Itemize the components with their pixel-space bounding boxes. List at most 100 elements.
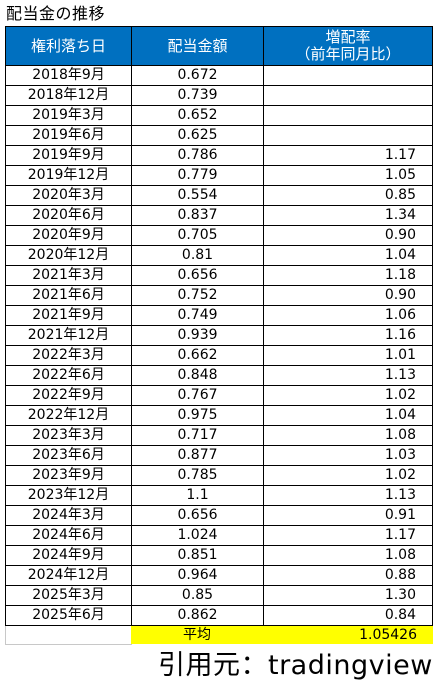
table-row: 2023年9月 0.785 1.02 — [5, 465, 433, 486]
average-row: 平均 1.05426 — [131, 626, 433, 644]
table-row: 2021年3月 0.656 1.18 — [5, 265, 433, 286]
date-cell: 2024年3月 — [5, 505, 132, 526]
date-cell: 2025年3月 — [5, 585, 132, 606]
date-cell: 2020年12月 — [5, 245, 132, 266]
rate-cell: 1.01 — [263, 345, 433, 366]
table-row: 2020年3月 0.554 0.85 — [5, 185, 433, 206]
rate-cell: 1.17 — [263, 525, 433, 546]
table-row: 2020年6月 0.837 1.34 — [5, 205, 433, 226]
amount-cell: 0.662 — [131, 345, 264, 366]
amount-cell: 0.625 — [131, 125, 264, 146]
date-cell: 2022年12月 — [5, 405, 132, 426]
rate-cell: 0.90 — [263, 225, 433, 246]
header-ex-dividend-date: 権利落ち日 — [5, 26, 132, 66]
table-row: 2020年9月 0.705 0.90 — [5, 225, 433, 246]
amount-cell: 0.964 — [131, 565, 264, 586]
table-row: 2021年9月 0.749 1.06 — [5, 305, 433, 326]
table-row: 2021年12月 0.939 1.16 — [5, 325, 433, 346]
rate-cell: 1.02 — [263, 465, 433, 486]
table-row: 2023年12月 1.1 1.13 — [5, 485, 433, 506]
table-row: 2025年6月 0.862 0.84 — [5, 605, 433, 626]
date-cell: 2019年12月 — [5, 165, 132, 186]
header-growth-rate-line1: 増配率 — [325, 28, 371, 46]
date-cell: 2023年3月 — [5, 425, 132, 446]
rate-cell — [263, 105, 433, 126]
table-row: 2019年6月 0.625 — [5, 125, 433, 146]
rate-cell: 1.13 — [263, 365, 433, 386]
amount-cell: 1.024 — [131, 525, 264, 546]
rate-cell: 1.05 — [263, 165, 433, 186]
table-row: 2024年6月 1.024 1.17 — [5, 525, 433, 546]
amount-cell: 0.656 — [131, 505, 264, 526]
amount-cell: 0.975 — [131, 405, 264, 426]
date-cell: 2020年3月 — [5, 185, 132, 206]
amount-cell: 0.652 — [131, 105, 264, 126]
date-cell: 2024年12月 — [5, 565, 132, 586]
date-cell: 2021年6月 — [5, 285, 132, 306]
date-cell: 2021年3月 — [5, 265, 132, 286]
amount-cell: 0.656 — [131, 265, 264, 286]
date-cell: 2023年12月 — [5, 485, 132, 506]
rate-cell: 1.03 — [263, 445, 433, 466]
table-row: 2019年9月 0.786 1.17 — [5, 145, 433, 166]
rate-cell: 1.02 — [263, 385, 433, 406]
amount-cell: 0.785 — [131, 465, 264, 486]
dividend-table: 権利落ち日 配当金額 増配率 （前年同月比） 2018年9月 0.672 2018年… — [5, 26, 433, 626]
date-cell: 2022年6月 — [5, 365, 132, 386]
rate-cell — [263, 65, 433, 86]
empty-cell — [5, 626, 132, 645]
amount-cell: 0.85 — [131, 585, 264, 606]
rate-cell: 0.85 — [263, 185, 433, 206]
amount-cell: 0.837 — [131, 205, 264, 226]
table-row: 2021年6月 0.752 0.90 — [5, 285, 433, 306]
table-row: 2019年3月 0.652 — [5, 105, 433, 126]
date-cell: 2020年6月 — [5, 205, 132, 226]
table-row: 2023年6月 0.877 1.03 — [5, 445, 433, 466]
table-row: 2025年3月 0.85 1.30 — [5, 585, 433, 606]
rate-cell: 1.16 — [263, 325, 433, 346]
sheet-title: 配当金の推移 — [6, 4, 106, 23]
date-cell: 2021年12月 — [5, 325, 132, 346]
amount-cell: 0.752 — [131, 285, 264, 306]
amount-cell: 0.939 — [131, 325, 264, 346]
table-row: 2020年12月 0.81 1.04 — [5, 245, 433, 266]
rate-cell — [263, 125, 433, 146]
date-cell: 2024年6月 — [5, 525, 132, 546]
average-value: 1.05426 — [359, 627, 417, 643]
rate-cell: 1.18 — [263, 265, 433, 286]
rate-cell: 1.08 — [263, 425, 433, 446]
rate-cell: 0.90 — [263, 285, 433, 306]
amount-cell: 1.1 — [131, 485, 264, 506]
date-cell: 2018年9月 — [5, 65, 132, 86]
amount-cell: 0.705 — [131, 225, 264, 246]
date-cell: 2023年9月 — [5, 465, 132, 486]
table-row: 2022年12月 0.975 1.04 — [5, 405, 433, 426]
date-cell: 2019年3月 — [5, 105, 132, 126]
table-row: 2019年12月 0.779 1.05 — [5, 165, 433, 186]
amount-cell: 0.877 — [131, 445, 264, 466]
amount-cell: 0.851 — [131, 545, 264, 566]
date-cell: 2023年6月 — [5, 445, 132, 466]
rate-cell: 0.91 — [263, 505, 433, 526]
table-row: 2024年12月 0.964 0.88 — [5, 565, 433, 586]
date-cell: 2019年9月 — [5, 145, 132, 166]
amount-cell: 0.749 — [131, 305, 264, 326]
rate-cell: 1.04 — [263, 405, 433, 426]
amount-cell: 0.786 — [131, 145, 264, 166]
table-row: 2024年3月 0.656 0.91 — [5, 505, 433, 526]
amount-cell: 0.81 — [131, 245, 264, 266]
date-cell: 2022年3月 — [5, 345, 132, 366]
table-row: 2022年6月 0.848 1.13 — [5, 365, 433, 386]
rate-cell: 1.06 — [263, 305, 433, 326]
date-cell: 2024年9月 — [5, 545, 132, 566]
table-row: 2022年3月 0.662 1.01 — [5, 345, 433, 366]
table-row: 2024年9月 0.851 1.08 — [5, 545, 433, 566]
average-label: 平均 — [183, 627, 211, 643]
amount-cell: 0.862 — [131, 605, 264, 626]
rate-cell: 0.84 — [263, 605, 433, 626]
amount-cell: 0.767 — [131, 385, 264, 406]
rate-cell: 0.88 — [263, 565, 433, 586]
rate-cell: 1.04 — [263, 245, 433, 266]
date-cell: 2018年12月 — [5, 85, 132, 106]
amount-cell: 0.739 — [131, 85, 264, 106]
